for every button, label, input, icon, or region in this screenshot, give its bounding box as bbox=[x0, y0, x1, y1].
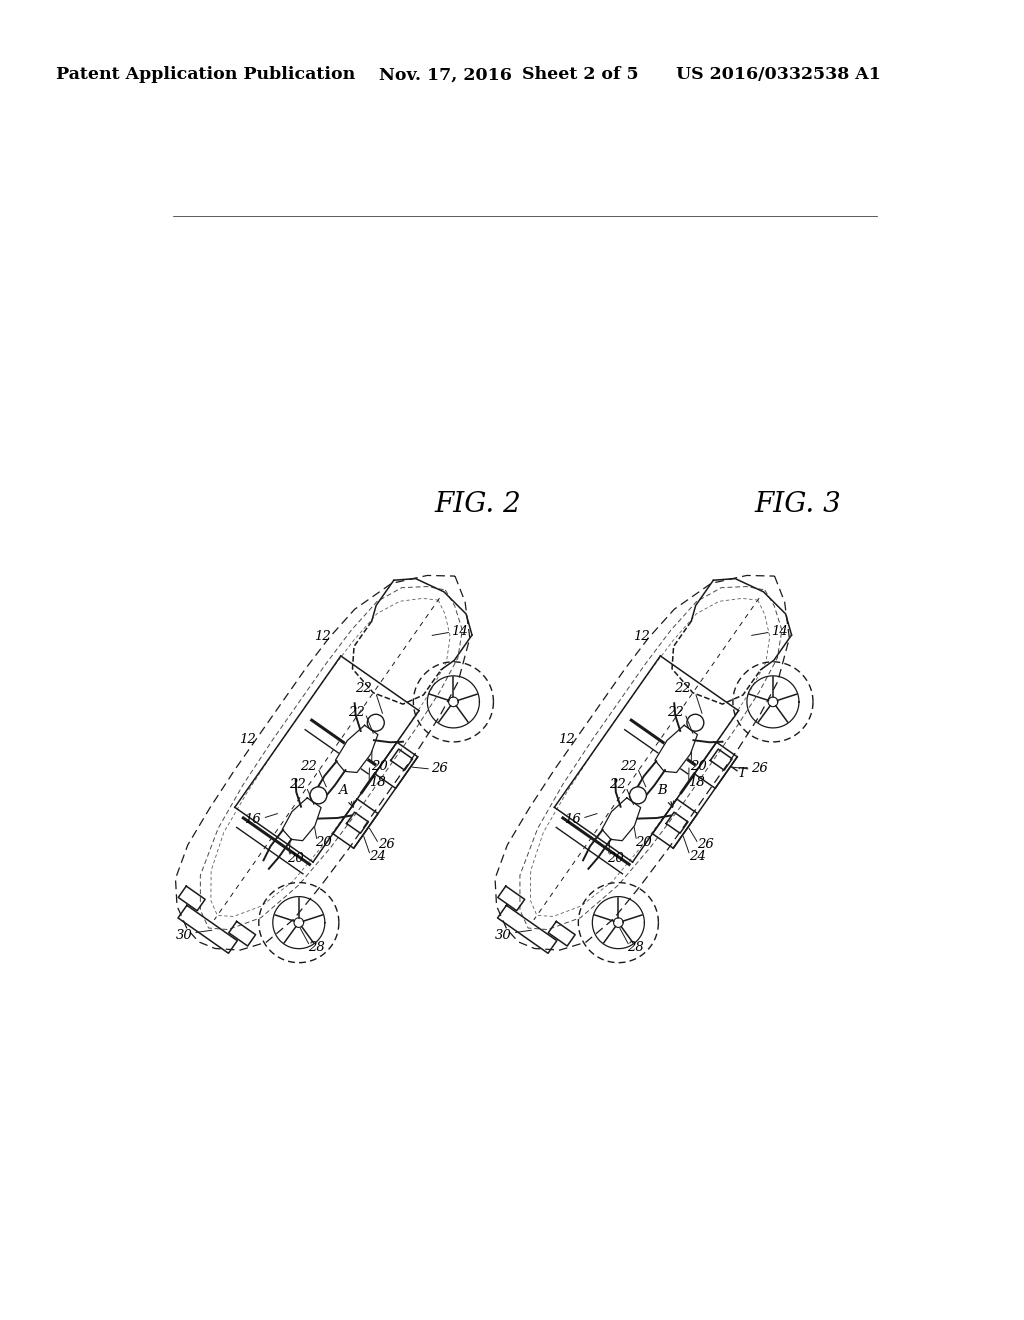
Text: 18: 18 bbox=[688, 776, 705, 789]
Text: 20: 20 bbox=[315, 837, 332, 849]
Text: 24: 24 bbox=[689, 850, 706, 863]
Polygon shape bbox=[336, 725, 378, 772]
Text: Sheet 2 of 5: Sheet 2 of 5 bbox=[522, 66, 639, 83]
Text: 28: 28 bbox=[627, 941, 644, 954]
Text: 20: 20 bbox=[690, 760, 707, 772]
Text: 18: 18 bbox=[369, 776, 385, 789]
Text: 24: 24 bbox=[370, 850, 386, 863]
Text: T: T bbox=[737, 767, 746, 780]
Text: 22: 22 bbox=[348, 705, 365, 718]
Text: 28: 28 bbox=[307, 941, 325, 954]
Text: 12: 12 bbox=[558, 733, 575, 746]
Polygon shape bbox=[602, 797, 641, 841]
Text: FIG. 3: FIG. 3 bbox=[755, 491, 841, 519]
Text: 16: 16 bbox=[245, 813, 261, 826]
Text: 26: 26 bbox=[751, 762, 768, 775]
Circle shape bbox=[368, 714, 384, 731]
Text: Nov. 17, 2016: Nov. 17, 2016 bbox=[379, 66, 512, 83]
Text: FIG. 2: FIG. 2 bbox=[435, 491, 521, 519]
Text: A: A bbox=[338, 784, 347, 797]
Text: 26: 26 bbox=[697, 838, 714, 851]
Text: 30: 30 bbox=[175, 929, 193, 942]
Text: 12: 12 bbox=[633, 631, 650, 643]
Text: 30: 30 bbox=[495, 929, 512, 942]
Polygon shape bbox=[283, 797, 322, 841]
Circle shape bbox=[630, 787, 646, 804]
Text: 20: 20 bbox=[607, 851, 624, 865]
Text: 22: 22 bbox=[609, 779, 626, 791]
Text: 20: 20 bbox=[635, 837, 651, 849]
Text: B: B bbox=[657, 784, 667, 797]
Text: Patent Application Publication: Patent Application Publication bbox=[56, 66, 355, 83]
Text: 22: 22 bbox=[354, 682, 372, 696]
Text: 22: 22 bbox=[668, 705, 684, 718]
Text: 22: 22 bbox=[620, 760, 637, 772]
Circle shape bbox=[687, 714, 703, 731]
Text: 12: 12 bbox=[239, 733, 256, 746]
Text: 22: 22 bbox=[674, 682, 691, 696]
Text: 14: 14 bbox=[771, 626, 787, 639]
Text: 12: 12 bbox=[313, 631, 331, 643]
Polygon shape bbox=[655, 725, 697, 772]
Text: 20: 20 bbox=[288, 851, 304, 865]
Text: US 2016/0332538 A1: US 2016/0332538 A1 bbox=[676, 66, 881, 83]
Text: 22: 22 bbox=[289, 779, 306, 791]
Text: 20: 20 bbox=[371, 760, 387, 772]
Text: 26: 26 bbox=[378, 838, 394, 851]
Text: 16: 16 bbox=[564, 813, 581, 826]
Text: 22: 22 bbox=[300, 760, 317, 772]
Text: 14: 14 bbox=[452, 626, 468, 639]
Text: 26: 26 bbox=[431, 762, 449, 775]
Circle shape bbox=[310, 787, 327, 804]
